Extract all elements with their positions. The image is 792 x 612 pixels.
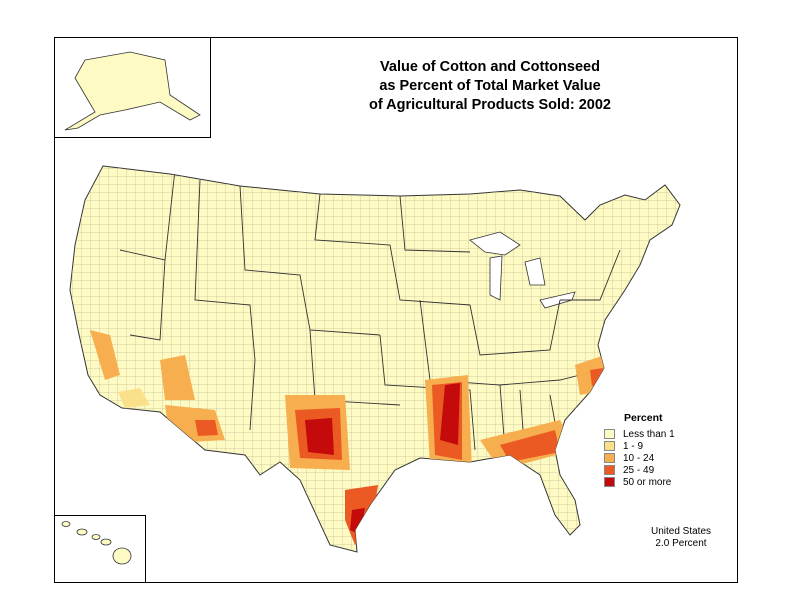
legend-label: Less than 1 [623,428,675,440]
region-delta-core [440,383,460,445]
map-frame [54,37,738,583]
legend-item: 10 - 24 [604,452,724,464]
legend-item: 1 - 9 [604,440,724,452]
legend-title: Percent [624,412,663,424]
legend-item: 50 or more [604,476,724,488]
region-california-south [118,388,150,408]
lake-huron [524,257,546,286]
us-summary: United States 2.0 Percent [636,526,726,550]
legend-item: 25 - 49 [604,464,724,476]
summary-line-2: 2.0 Percent [655,538,707,549]
region-arizona-north [160,355,195,400]
region-arizona-core [195,420,218,436]
cotton-regions [90,330,605,545]
legend-label: 25 - 49 [623,464,655,476]
legend-label: 1 - 9 [623,440,644,452]
lake-michigan [489,255,503,301]
title-line-2: as Percent of Total Market Value [379,78,601,94]
region-texas-plains-core [305,418,334,455]
map-title: Value of Cotton and Cottonseed as Percen… [300,58,680,115]
summary-line-1: United States [650,526,712,537]
title-line-1: Value of Cotton and Cottonseed [380,59,600,75]
legend-swatch [604,429,615,439]
alaska-shape [64,51,201,131]
region-california-central [90,330,120,380]
title-line-3: of Agricultural Products Sold: 2002 [369,97,611,113]
region-texas-coast-core [350,508,365,535]
state-borders [119,169,621,456]
hawaii-inset-box [54,515,146,583]
legend-swatch [604,453,615,463]
legend-item: Less than 1 [604,428,724,440]
legend-swatch [604,477,615,487]
legend-swatch [604,465,615,475]
legend-swatch [604,441,615,451]
contiguous-us [69,165,681,553]
region-southeast-core [500,430,560,462]
legend-label: 10 - 24 [623,452,655,464]
hawaii-shape [61,521,132,565]
region-carolinas-core [590,368,603,386]
alaska-inset-box [54,37,211,138]
legend-label: 50 or more [623,476,672,488]
lake-superior [469,231,521,256]
